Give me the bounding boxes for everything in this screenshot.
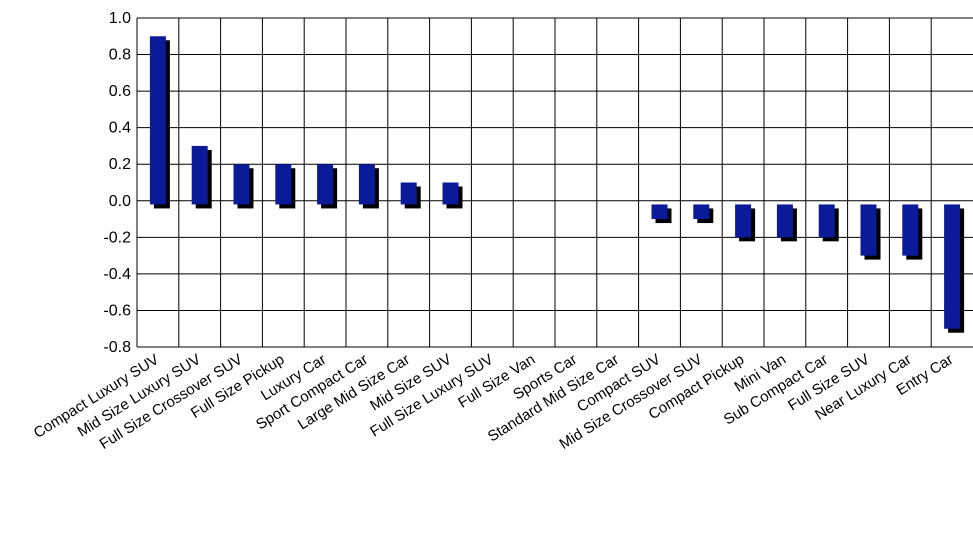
bar: [442, 182, 459, 205]
axes: [136, 18, 973, 348]
bar: [358, 164, 375, 205]
bar: [944, 204, 961, 329]
bar: [735, 204, 752, 238]
y-tick-label: -0.8: [103, 339, 131, 356]
bar: [818, 204, 835, 238]
bar: [191, 145, 208, 205]
bar: [400, 182, 417, 205]
bar: [860, 204, 877, 256]
bar: [317, 164, 334, 205]
y-tick-label: -0.2: [103, 229, 131, 246]
y-tick-label: 0.4: [109, 120, 131, 137]
bar: [233, 164, 250, 205]
y-tick-label: -0.4: [103, 266, 131, 283]
y-tick-labels: 1.0 0.8 0.6 0.4 0.2 0.0 -0.2 -0.4 -0.6 -0.8: [103, 10, 131, 356]
bar: [902, 204, 919, 256]
y-tick-label: 0.8: [109, 47, 131, 64]
bars: [149, 36, 965, 333]
y-tick-label: 1.0: [109, 10, 131, 27]
bar: [693, 204, 710, 220]
y-tick-label: 0.0: [109, 193, 131, 210]
y-tick-label: -0.6: [103, 302, 131, 319]
bar: [275, 164, 292, 205]
bar: [149, 36, 166, 205]
bar: [776, 204, 793, 238]
grid: [137, 17, 973, 348]
y-tick-label: 0.6: [109, 83, 131, 100]
bar: [651, 204, 668, 220]
y-tick-label: 0.2: [109, 156, 131, 173]
